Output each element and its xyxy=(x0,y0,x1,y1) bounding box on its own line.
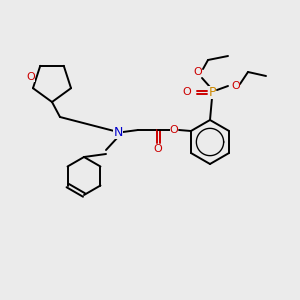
Text: O: O xyxy=(183,87,191,97)
Text: N: N xyxy=(113,125,123,139)
Text: O: O xyxy=(194,67,202,77)
Text: O: O xyxy=(232,81,240,91)
Text: O: O xyxy=(26,72,35,82)
Text: O: O xyxy=(169,125,178,135)
Text: P: P xyxy=(208,85,216,98)
Text: O: O xyxy=(154,144,162,154)
